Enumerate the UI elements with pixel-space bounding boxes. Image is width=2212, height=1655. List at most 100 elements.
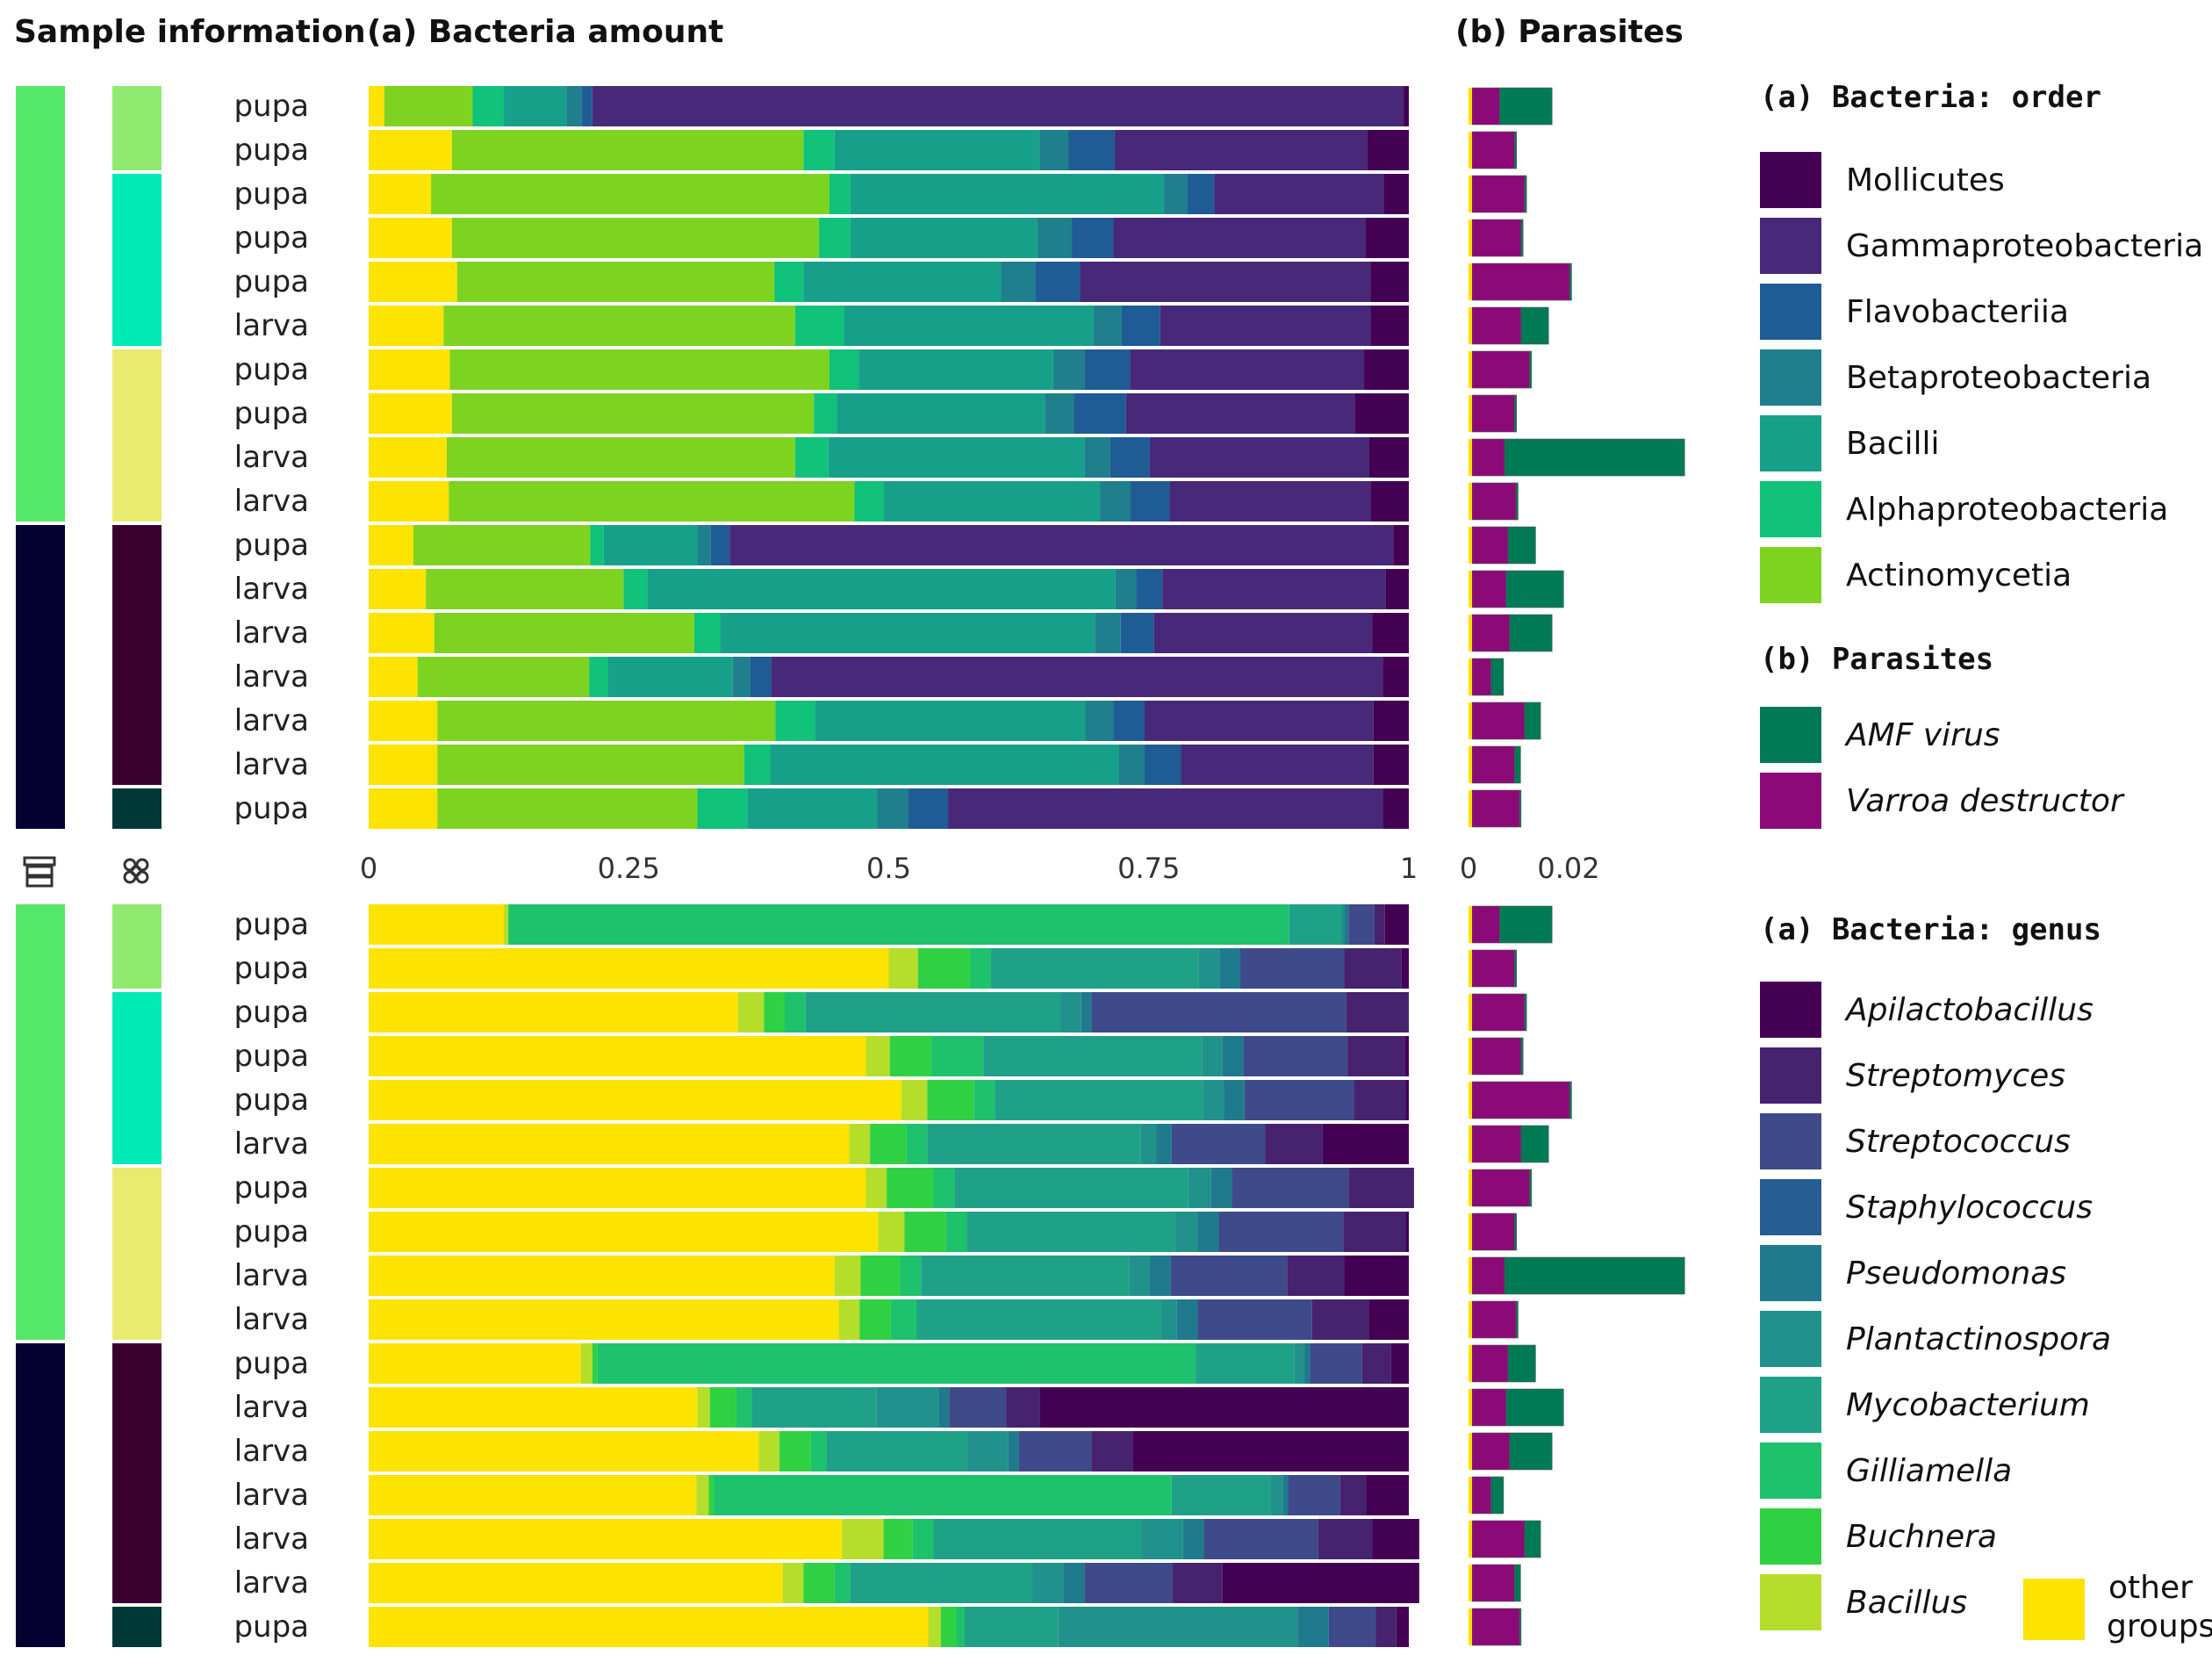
- bar-segment-plantactinospora: [1202, 1036, 1223, 1076]
- bar-segment-buchnera: [940, 1607, 957, 1647]
- bar-segment-streptococcus: [1232, 1168, 1349, 1208]
- parasite-segment-varroa-destructor: [1471, 438, 1505, 477]
- row-label: larva: [234, 1565, 309, 1601]
- bar-segment-apilactobacillus: [1039, 1387, 1409, 1428]
- bar-segment-actinomycetia: [437, 788, 698, 829]
- bar-segment-bacilli: [858, 349, 1053, 390]
- row-label: pupa: [233, 176, 309, 212]
- bar-segment-pseudomonas: [1197, 1212, 1219, 1252]
- bar-segment-streptomyces: [1375, 1607, 1397, 1647]
- bar-segment-bacillus: [838, 1299, 860, 1340]
- bar-segment-mollicutes: [1367, 130, 1409, 170]
- parasite-other-sliver: [1469, 1038, 1472, 1075]
- parasite-segment-amf-virus: [1519, 789, 1522, 828]
- bar-segment-buchnera: [927, 1080, 974, 1120]
- bar-segment-streptomyces: [1348, 1168, 1414, 1208]
- parasite-segment-varroa-destructor: [1471, 1169, 1530, 1207]
- bar-segment-other-groups: [369, 1299, 839, 1340]
- parasite-segment-varroa-destructor: [1471, 1081, 1570, 1119]
- legend-swatch: [1760, 1311, 1821, 1367]
- bar-segment-plantactinospora: [1032, 1563, 1064, 1603]
- bar-segment-mollicutes: [1370, 306, 1409, 346]
- bar-segment-alphaproteobacteria: [819, 218, 851, 258]
- bar-segment-mycobacterium: [983, 1036, 1203, 1076]
- parasite-other-sliver: [1469, 1169, 1472, 1206]
- parasite-segment-amf-virus: [1519, 1608, 1522, 1646]
- legend-swatch: [1760, 415, 1821, 471]
- bar-segment-bacilli: [803, 262, 1002, 302]
- bar-segment-alphaproteobacteria: [803, 130, 835, 170]
- legend-swatch: [1760, 982, 1821, 1038]
- legend-label: Bacilli: [1846, 426, 1940, 462]
- sample-info-columns: [16, 86, 162, 1647]
- legend-label: Staphylococcus: [1846, 1190, 2093, 1226]
- bar-segment-betaproteobacteria: [1095, 613, 1121, 653]
- bar-segment-bacilli: [850, 218, 1038, 258]
- bar-segment-mycobacterium: [966, 1212, 1175, 1252]
- legend-label: Streptococcus: [1846, 1124, 2071, 1160]
- bar-segment-alphaproteobacteria: [794, 306, 844, 346]
- legend-label: Gammaproteobacteria: [1846, 228, 2203, 264]
- bar-segment-flavobacteriia: [1145, 745, 1181, 785]
- bar-segment-actinomycetia: [451, 218, 820, 258]
- parasite-other-sliver: [1469, 307, 1472, 344]
- row-label: larva: [234, 1522, 309, 1557]
- bar-segment-actinomycetia: [456, 262, 775, 302]
- bar-segment-flavobacteriia: [1035, 262, 1081, 302]
- bar-segment-actinomycetia: [451, 393, 815, 434]
- bar-segment-flavobacteriia: [581, 86, 592, 126]
- bar-segment-streptomyces: [1374, 904, 1385, 945]
- bar-segment-streptomyces: [1287, 1256, 1345, 1296]
- parasite-segment-amf-virus: [1569, 263, 1572, 301]
- bar-segment-streptomyces: [1318, 1519, 1373, 1559]
- bar-segment-bacillus: [504, 904, 508, 945]
- legend-label: Flavobacteriia: [1846, 294, 2069, 330]
- parasite-other-sliver: [1469, 702, 1472, 739]
- bar-segment-gammaproteobacteria: [1181, 745, 1374, 785]
- bar-segment-mycobacterium: [1171, 1475, 1271, 1515]
- bar-segment-pseudomonas: [1282, 1475, 1289, 1515]
- bar-segment-mollicutes: [1370, 481, 1409, 522]
- bar-segment-plantactinospora: [1129, 1256, 1150, 1296]
- parasite-segment-varroa-destructor: [1471, 87, 1500, 126]
- bar-segment-actinomycetia: [449, 481, 855, 522]
- bar-segment-plantactinospora: [1140, 1124, 1157, 1164]
- bar-segment-other-groups: [369, 262, 457, 302]
- legend-label: AMF virus: [1844, 717, 2000, 753]
- row-label: pupa: [233, 89, 309, 124]
- parasite-segment-varroa-destructor: [1471, 1212, 1515, 1251]
- bar-segment-gilliamella: [931, 1036, 984, 1076]
- bar-segment-streptomyces: [1006, 1387, 1040, 1428]
- row-label: pupa: [233, 1214, 309, 1249]
- bar-segment-gilliamella: [597, 1343, 1196, 1384]
- bar-segment-mycobacterium: [826, 1431, 967, 1472]
- bar-segment-alphaproteobacteria: [623, 569, 648, 609]
- bar-segment-mollicutes: [1368, 437, 1409, 478]
- bar-segment-gilliamella: [945, 1212, 967, 1252]
- row-label: larva: [234, 1126, 309, 1162]
- bar-segment-actinomycetia: [446, 437, 795, 478]
- bar-segment-alphaproteobacteria: [743, 745, 771, 785]
- bar-segment-mollicutes: [1404, 86, 1409, 126]
- sample-group-block: [112, 904, 162, 989]
- bar-segment-actinomycetia: [451, 130, 804, 170]
- row-label: pupa: [233, 907, 309, 942]
- bar-segment-streptococcus: [1348, 904, 1375, 945]
- bar-segment-plantactinospora: [1188, 1168, 1211, 1208]
- bar-segment-actinomycetia: [437, 701, 776, 741]
- bar-segment-gammaproteobacteria: [1149, 437, 1369, 478]
- bar-segment-buchnera: [860, 1256, 901, 1296]
- legend-swatch: [1760, 218, 1821, 274]
- bar-segment-plantactinospora: [1141, 1519, 1183, 1559]
- bar-segment-actinomycetia: [443, 306, 795, 346]
- row-label: larva: [234, 308, 309, 343]
- bar-segment-bacilli: [828, 437, 1085, 478]
- bar-segment-streptococcus: [1328, 1607, 1376, 1647]
- bar-segment-streptococcus: [1288, 1475, 1340, 1515]
- bar-segment-mollicutes: [1385, 569, 1409, 609]
- sample-group-block: [16, 525, 65, 829]
- bar-segment-mycobacterium: [927, 1124, 1141, 1164]
- bar-segment-apilactobacillus: [1390, 1343, 1409, 1384]
- bar-segment-gilliamella: [508, 904, 1289, 945]
- parasite-segment-amf-virus: [1514, 131, 1518, 169]
